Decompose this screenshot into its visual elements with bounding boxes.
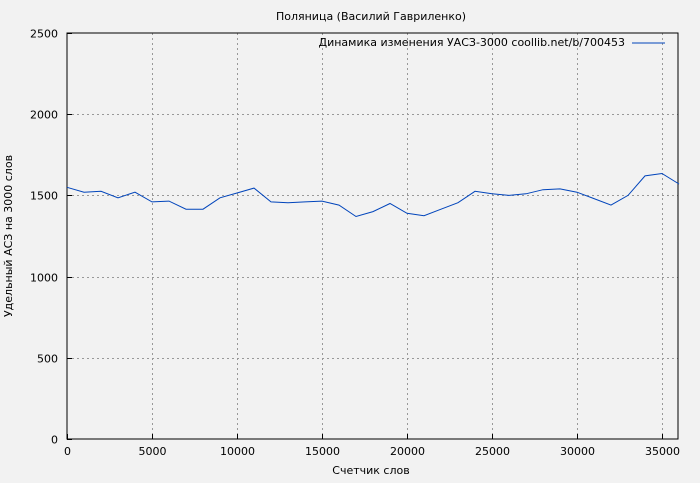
- legend-label: Динамика изменения УАСЗ-3000 coollib.net…: [319, 36, 626, 49]
- axis-ticks: 0 5000 10000 15000 20000 25000 30000 35000 0 500 1…: [30, 28, 680, 459]
- x-tick-label: 5000: [139, 445, 167, 458]
- chart-title: Поляница (Василий Гавриленко): [276, 10, 466, 23]
- y-tick-label: 2000: [30, 109, 58, 122]
- y-axis-label: Удельный АСЗ на 3000 слов: [2, 155, 15, 317]
- y-tick-label: 1500: [30, 190, 58, 203]
- y-tick-label: 0: [51, 434, 58, 447]
- x-tick-label: 25000: [475, 445, 510, 458]
- y-tick-label: 1000: [30, 272, 58, 285]
- x-tick-label: 10000: [220, 445, 255, 458]
- plot-frame: [67, 33, 678, 439]
- y-tick-label: 2500: [30, 28, 58, 41]
- grid: [67, 33, 678, 439]
- x-tick-label: 35000: [645, 445, 680, 458]
- x-tick-label: 30000: [560, 445, 595, 458]
- x-tick-label: 20000: [390, 445, 425, 458]
- x-tick-label: 15000: [305, 445, 340, 458]
- x-axis-label: Счетчик слов: [332, 464, 409, 477]
- x-tick-label: 0: [64, 445, 71, 458]
- y-tick-label: 500: [37, 353, 58, 366]
- series-group: [67, 173, 679, 216]
